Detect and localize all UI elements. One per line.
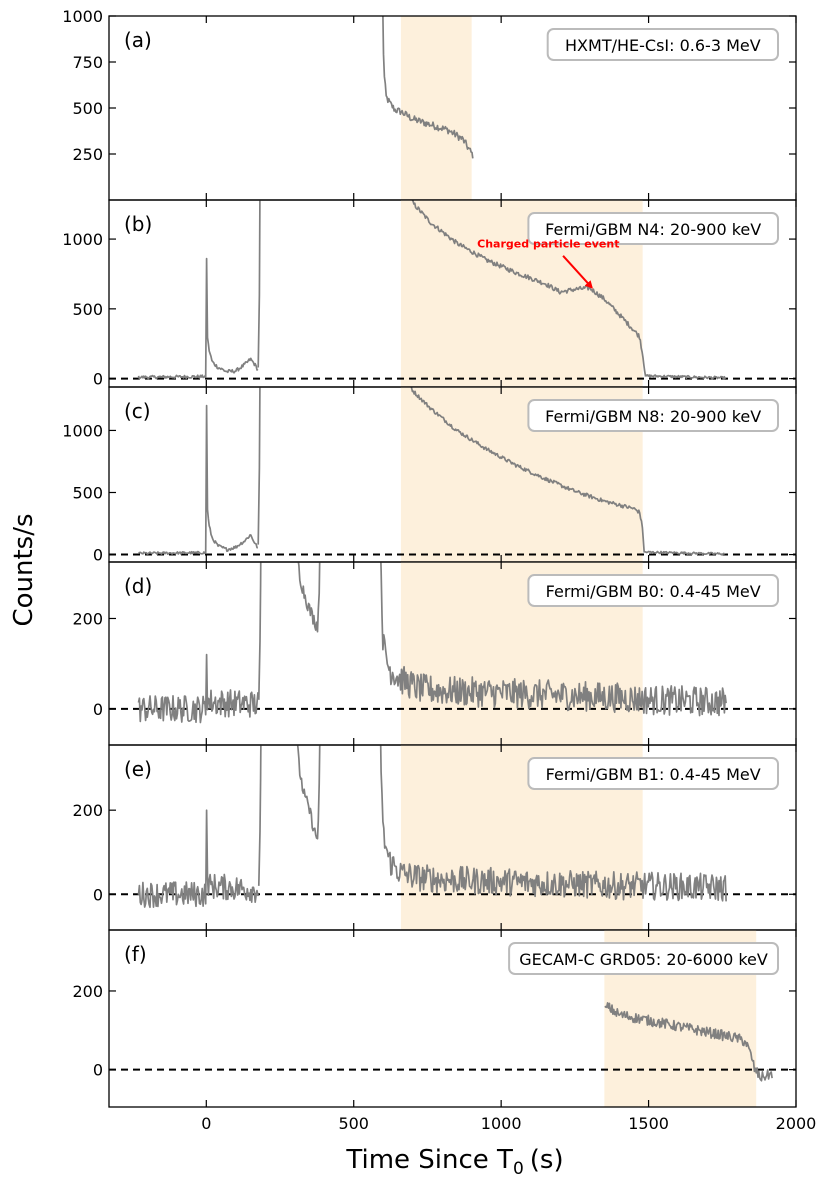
light-curve — [382, 16, 474, 159]
annotation-label: Charged particle event — [477, 237, 619, 250]
panel-1: 250 500 750 1000 (a) HXMT/HE-CsI: 0.6-3 MeV — [62, 7, 797, 201]
panel-id-label: (c) — [124, 399, 151, 423]
x-tick-label: 1000 — [481, 1114, 522, 1133]
light-curve-segment — [137, 809, 259, 909]
y-tick-label: 200 — [72, 609, 103, 628]
light-curve-segment — [204, 404, 258, 554]
legend-box — [527, 574, 780, 607]
legend-label: Fermi/GBM B1: 0.4-45 MeV — [546, 765, 761, 784]
y-tick-label: 1000 — [62, 7, 103, 26]
y-tick-label: 250 — [72, 145, 103, 164]
panel-5: 0 200 (e) Fermi/GBM B1: 0.4-45 MeV — [72, 744, 797, 931]
light-curve-segment — [137, 374, 207, 380]
light-curve-segment — [379, 745, 727, 902]
panel-id-label: (d) — [124, 574, 152, 598]
legend-label: Fermi/GBM N8: 20-900 keV — [545, 407, 761, 426]
panel-4: 0 200 (d) Fermi/GBM B0: 0.4-45 MeV — [72, 561, 797, 746]
light-curve-segment — [138, 550, 207, 555]
legend-box — [527, 757, 780, 790]
y-tick-label: 750 — [72, 53, 103, 72]
x-axis-title-main: Time Since T — [345, 1145, 513, 1175]
light-curve-segment — [297, 562, 321, 633]
light-curve-segment — [380, 562, 727, 717]
x-axis-title-unit: (s) — [530, 1145, 564, 1175]
light-curve — [604, 1002, 773, 1082]
x-tick-label: 0 — [201, 1114, 211, 1133]
light-curve — [138, 387, 726, 556]
light-curve-segment — [257, 200, 261, 368]
light-curve-segment — [604, 1002, 773, 1082]
y-tick-label: 0 — [93, 885, 103, 904]
y-tick-label: 500 — [72, 300, 103, 319]
legend-box — [527, 212, 780, 245]
light-curve — [137, 745, 727, 909]
light-curve-segment — [204, 257, 259, 378]
panel-2: 0 500 1000 (b) Fermi/GBM N4: 20-900 keVCharg… — [62, 199, 797, 389]
y-tick-label: 0 — [93, 1061, 103, 1080]
light-curve — [137, 562, 727, 724]
light-curve-segment — [257, 562, 262, 700]
y-tick-label: 0 — [93, 546, 103, 565]
light-curve-segment — [382, 16, 474, 159]
y-tick-label: 1000 — [62, 230, 103, 249]
light-curve-segment — [257, 387, 261, 545]
x-tick-label: 1500 — [628, 1114, 669, 1133]
panel-3: 0 500 1000 (c) Fermi/GBM N8: 20-900 keV — [62, 386, 797, 565]
legend-label: Fermi/GBM B0: 0.4-45 MeV — [546, 582, 761, 601]
x-axis-title-subscript: 0 — [513, 1159, 524, 1179]
y-tick-label: 500 — [72, 483, 103, 502]
panel-id-label: (e) — [124, 757, 152, 781]
x-axis-title: Time Since T0 (s) — [345, 1145, 563, 1179]
y-axis-title: Counts/s — [9, 513, 39, 626]
light-curve-segment — [296, 745, 321, 840]
y-tick-label: 200 — [72, 801, 103, 820]
y-tick-label: 0 — [93, 370, 103, 389]
panel-id-label: (b) — [124, 212, 152, 236]
shaded-interval — [400, 16, 472, 200]
legend-label: GECAM-C GRD05: 20-6000 keV — [519, 950, 768, 969]
legend-label: Fermi/GBM N4: 20-900 keV — [545, 220, 761, 239]
light-curve — [137, 200, 726, 380]
light-curve-segment — [410, 387, 646, 553]
panel-frame — [108, 929, 797, 1108]
light-curve-segment — [137, 653, 260, 724]
panel-id-label: (f) — [124, 942, 147, 966]
light-curve-segment — [643, 550, 726, 556]
legend-box — [527, 399, 780, 432]
y-tick-label: 500 — [72, 99, 103, 118]
x-tick-label: 500 — [338, 1114, 369, 1133]
annotation-arrow — [562, 255, 593, 289]
y-tick-label: 0 — [93, 700, 103, 719]
panel-id-label: (a) — [124, 28, 152, 52]
light-curve-segment — [644, 374, 726, 380]
legend-box — [546, 28, 780, 61]
y-tick-label: 200 — [72, 982, 103, 1001]
legend-label: HXMT/HE-CsI: 0.6-3 MeV — [565, 36, 761, 55]
light-curve-segment — [411, 200, 647, 377]
x-tick-label: 2000 — [776, 1114, 817, 1133]
legend-box — [508, 942, 779, 975]
light-curve-segment — [257, 745, 262, 886]
y-tick-label: 1000 — [62, 421, 103, 440]
